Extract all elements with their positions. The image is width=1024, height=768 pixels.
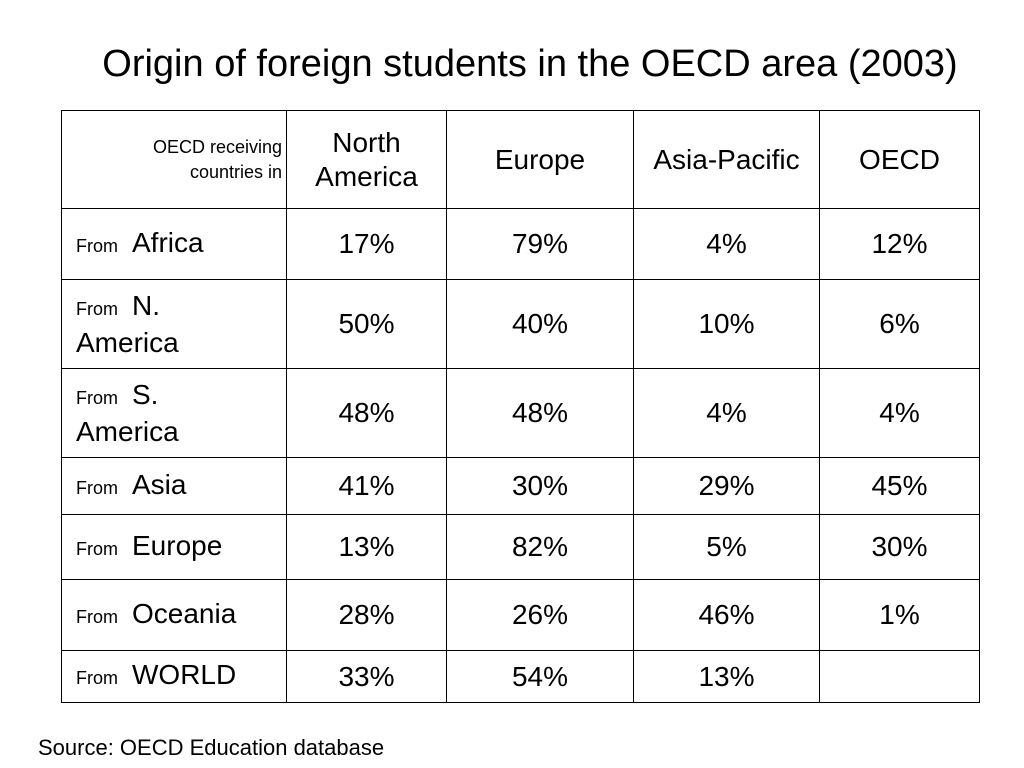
table-cell: 13% — [286, 514, 447, 580]
table-cell: 54% — [446, 650, 634, 703]
corner-header-cell: OECD receiving countries in — [61, 110, 287, 209]
table-row: From Oceania 28% 26% 46% 1% — [61, 579, 980, 651]
table-cell: 30% — [819, 514, 980, 580]
origin-label: Europe — [132, 529, 223, 561]
table-cell: 12% — [819, 208, 980, 280]
table-row: From N. America 50% 40% 10% 6% — [61, 279, 980, 369]
table-cell: 5% — [633, 514, 820, 580]
row-header-s-america: From S. America — [61, 368, 287, 458]
table-cell: 4% — [819, 368, 980, 458]
column-header-europe: Europe — [446, 110, 634, 209]
table-cell: 28% — [286, 579, 447, 651]
row-header-africa: From Africa — [61, 208, 287, 280]
from-prefix: From — [76, 387, 118, 408]
from-prefix: From — [76, 668, 118, 688]
table-cell: 29% — [633, 457, 820, 515]
table-cell: 79% — [446, 208, 634, 280]
table-cell: 17% — [286, 208, 447, 280]
table-cell: 45% — [819, 457, 980, 515]
column-header-north-america: North America — [286, 110, 447, 209]
table-cell — [819, 650, 980, 703]
row-header-n-america: From N. America — [61, 279, 287, 369]
from-prefix: From — [76, 235, 118, 256]
origin-table: OECD receiving countries in North Americ… — [61, 110, 980, 703]
table-cell: 13% — [633, 650, 820, 703]
from-prefix: From — [76, 477, 118, 498]
source-note: Source: OECD Education database — [38, 735, 385, 760]
table-cell: 4% — [633, 368, 820, 458]
table-cell: 33% — [286, 650, 447, 703]
origin-label: N. America — [76, 289, 179, 358]
origin-label: Oceania — [132, 597, 237, 629]
page-title: Origin of foreign students in the OECD a… — [102, 43, 958, 85]
origin-label: Asia — [132, 468, 187, 500]
row-header-europe: From Europe — [61, 514, 287, 580]
table-row: From Asia 41% 30% 29% 45% — [61, 457, 980, 515]
table-cell: 30% — [446, 457, 634, 515]
table-row: From S. America 48% 48% 4% 4% — [61, 368, 980, 458]
table-cell: 26% — [446, 579, 634, 651]
table-cell: 82% — [446, 514, 634, 580]
table-cell: 4% — [633, 208, 820, 280]
table-header-row: OECD receiving countries in North Americ… — [61, 110, 980, 209]
row-header-asia: From Asia — [61, 457, 287, 515]
origin-label: Africa — [132, 226, 204, 258]
table-cell: 6% — [819, 279, 980, 369]
table-cell: 10% — [633, 279, 820, 369]
row-header-oceania: From Oceania — [61, 579, 287, 651]
row-header-world: From WORLD — [61, 650, 287, 703]
table-row: From WORLD 33% 54% 13% — [61, 650, 980, 703]
table-cell: 50% — [286, 279, 447, 369]
corner-label: OECD receiving countries in — [152, 136, 282, 182]
table-cell: 41% — [286, 457, 447, 515]
table-row: From Europe 13% 82% 5% 30% — [61, 514, 980, 580]
from-prefix: From — [76, 298, 118, 319]
from-prefix: From — [76, 538, 118, 559]
column-header-asia-pacific: Asia-Pacific — [633, 110, 820, 209]
from-prefix: From — [76, 606, 118, 627]
origin-label: WORLD — [132, 659, 237, 690]
table-row: From Africa 17% 79% 4% 12% — [61, 208, 980, 280]
table-cell: 48% — [446, 368, 634, 458]
table-cell: 46% — [633, 579, 820, 651]
column-header-oecd: OECD — [819, 110, 980, 209]
table-cell: 1% — [819, 579, 980, 651]
table-cell: 48% — [286, 368, 447, 458]
origin-label: S. America — [76, 378, 179, 447]
table-cell: 40% — [446, 279, 634, 369]
